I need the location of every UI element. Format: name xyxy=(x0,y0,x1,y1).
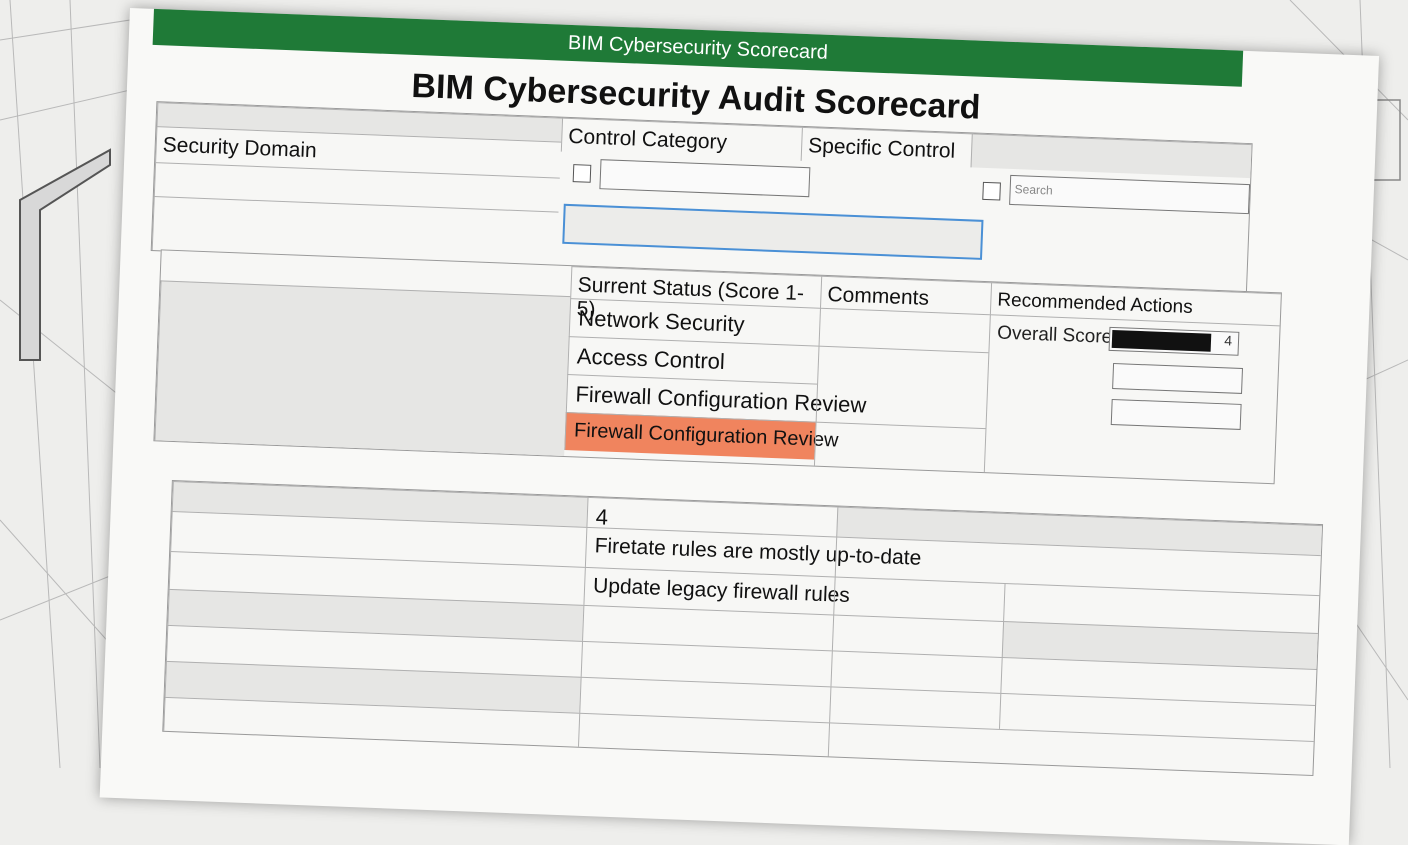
search-placeholder: Search xyxy=(1014,182,1053,198)
overall-score-value: 4 xyxy=(1223,332,1233,349)
detail-row-mid xyxy=(833,576,1005,621)
overall-score-label: Overall Score xyxy=(996,322,1113,348)
header-control-category: Control Category xyxy=(560,117,802,161)
overall-score-fill xyxy=(1111,329,1212,352)
category-input[interactable] xyxy=(599,159,811,198)
search-checkbox[interactable] xyxy=(982,181,1001,201)
overall-score-bar: 4 xyxy=(1108,326,1240,356)
header-specific-control: Specific Control xyxy=(800,126,972,168)
comment-cell xyxy=(818,307,990,353)
left-block xyxy=(154,280,571,456)
comment-cell xyxy=(813,421,986,473)
category-checkbox[interactable] xyxy=(572,164,592,183)
header-cell-right xyxy=(970,133,1252,179)
search-input[interactable]: Search xyxy=(1009,174,1251,215)
selected-cell[interactable] xyxy=(562,203,984,260)
action-input-1[interactable] xyxy=(1112,363,1244,394)
action-input-2[interactable] xyxy=(1110,398,1242,430)
comment-cell xyxy=(815,345,989,429)
detail-table: 4 Firetate rules are mostly up-to-date U… xyxy=(162,479,1324,776)
scorecard-sheet: BIM Cybersecurity Scorecard BIM Cybersec… xyxy=(99,8,1380,845)
